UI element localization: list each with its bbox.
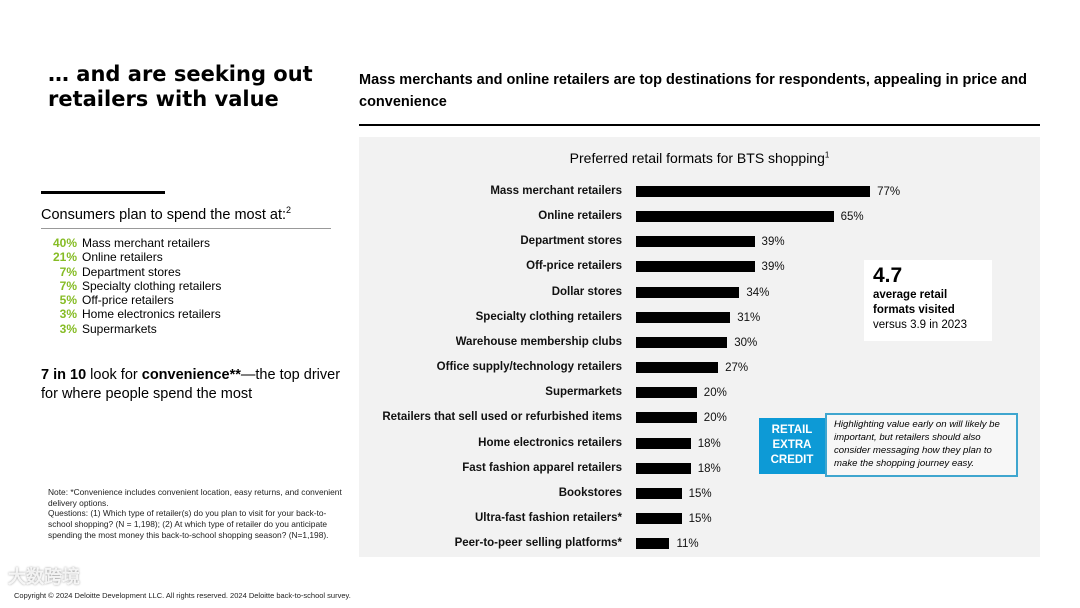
retail-extra-credit-badge: RETAIL EXTRA CREDIT (759, 418, 825, 474)
spend-item: 21% Online retailers (41, 250, 221, 264)
stat-comparison: versus 3.9 in 2023 (873, 319, 967, 331)
footnote-ref: 1 (824, 150, 830, 160)
spend-pct: 40% (52, 236, 77, 250)
category-label: Ultra-fast fashion retailers* (475, 511, 622, 524)
value-label: 18% (697, 437, 721, 450)
footnote-ref: 2 (286, 205, 292, 215)
category-label: Home electronics retailers (478, 436, 622, 449)
spend-item: 3% Home electronics retailers (41, 307, 221, 321)
page-title: … and are seeking out retailers with val… (48, 62, 313, 111)
bar (636, 236, 755, 248)
convenience-keyword: convenience** (141, 367, 241, 383)
spend-label: Home electronics retailers (82, 307, 221, 322)
bar (636, 186, 871, 197)
category-label: Department stores (520, 235, 622, 248)
questions-text: Questions: (1) Which type of retailer(s)… (48, 508, 329, 540)
convenience-text: look for (86, 367, 142, 383)
value-label: 15% (688, 487, 712, 500)
spend-label: Off-price retailers (82, 293, 174, 308)
spend-label: Supermarkets (82, 321, 157, 336)
spend-pct: 3% (59, 321, 77, 336)
bar (636, 437, 691, 449)
bar (636, 462, 691, 474)
spend-label: Mass merchant retailers (82, 236, 211, 250)
bar (636, 362, 719, 374)
bar (636, 211, 834, 223)
spend-label: Online retailers (82, 250, 163, 265)
bar (636, 387, 697, 399)
value-label: 20% (703, 412, 727, 425)
extra-credit-text: Highlighting value early on will likely … (825, 413, 1018, 477)
value-label: 20% (703, 387, 727, 400)
category-label: Warehouse membership clubs (455, 335, 622, 348)
value-label: 30% (734, 336, 758, 349)
category-label: Retailers that sell used or refurbished … (382, 411, 622, 424)
value-label: 65% (840, 211, 864, 224)
divider (359, 124, 1040, 126)
category-label: Mass merchant retailers (490, 185, 622, 197)
note-text: Note: *Convenience includes convenient l… (48, 487, 342, 508)
bar (636, 412, 697, 424)
spend-item: 40% Mass merchant retailers (41, 236, 221, 250)
bar (636, 512, 682, 524)
convenience-callout: 7 in 10 look for convenience**—the top d… (41, 366, 341, 404)
spend-label: Specialty clothing retailers (82, 278, 222, 293)
value-label: 39% (761, 236, 785, 249)
category-label: Office supply/technology retailers (436, 361, 622, 374)
spend-item: 7% Specialty clothing retailers (41, 278, 222, 293)
value-label: 18% (697, 462, 721, 475)
convenience-stat: 7 in 10 (41, 367, 87, 383)
spend-label: Department stores (82, 264, 181, 279)
section-subtitle: Mass merchants and online retailers are … (359, 72, 1027, 110)
category-label: Specialty clothing retailers (475, 310, 622, 323)
category-label: Dollar stores (551, 285, 622, 298)
category-label: Fast fashion apparel retailers (462, 461, 622, 474)
bar (636, 261, 755, 273)
spend-pct: 3% (59, 307, 77, 322)
spend-item: 3% Supermarkets (41, 322, 221, 336)
spend-list: 40% Mass merchant retailers 21% Online reta… (41, 236, 221, 336)
value-label: 34% (746, 286, 770, 299)
value-label: 39% (761, 261, 785, 274)
category-label: Bookstores (558, 486, 622, 499)
spend-pct: 21% (52, 250, 77, 265)
value-label: 77% (877, 186, 901, 198)
bar (636, 336, 728, 348)
value-label: 15% (688, 512, 712, 525)
spend-item: 7% Department stores (41, 265, 221, 279)
spend-pct: 7% (59, 264, 77, 279)
copyright: Copyright © 2024 Deloitte Development LL… (14, 591, 351, 600)
bar (636, 538, 670, 550)
spend-pct: 7% (59, 278, 77, 293)
notes: Note: *Convenience includes convenient l… (48, 487, 348, 541)
chart-title-text: Preferred retail formats for BTS shoppin… (569, 150, 825, 166)
bar (636, 286, 740, 298)
spend-pct: 5% (59, 293, 77, 308)
value-label: 11% (676, 538, 699, 551)
category-label: Online retailers (538, 210, 622, 223)
watermark: 大数跨境 (8, 567, 80, 587)
value-label: 27% (725, 362, 749, 375)
stat-label: average retail formats visited (873, 289, 955, 316)
spend-heading: Consumers plan to spend the most at:2 (41, 205, 331, 229)
stat-value: 4.7 (873, 264, 903, 287)
divider (41, 191, 165, 194)
bar (636, 311, 731, 323)
spend-heading-text: Consumers plan to spend the most at: (41, 206, 287, 223)
spend-item: 5% Off-price retailers (41, 293, 221, 307)
category-label: Supermarkets (545, 386, 622, 399)
chart-title: Preferred retail formats for BTS shoppin… (359, 150, 1040, 166)
category-label: Peer-to-peer selling platforms* (454, 537, 622, 550)
convenience-text: —the top driver for where people spend t… (41, 367, 341, 402)
category-label: Off-price retailers (526, 260, 622, 273)
stat-card: 4.7 average retail formats visited versu… (864, 260, 992, 341)
bar (636, 487, 682, 499)
value-label: 31% (737, 311, 761, 324)
